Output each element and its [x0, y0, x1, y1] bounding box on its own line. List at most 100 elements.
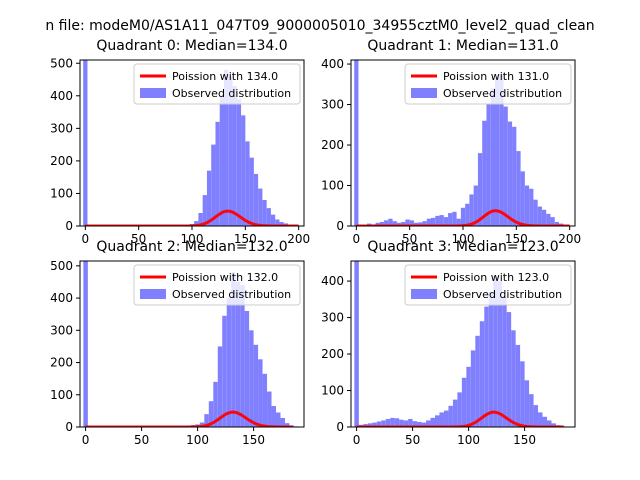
legend-hist-label: Observed distribution	[172, 87, 291, 100]
subplot-title: Quadrant 3: Median=123.0	[367, 239, 558, 255]
legend-poisson-label: Poission with 131.0	[443, 70, 549, 83]
y-tick-label: 300	[321, 311, 344, 325]
hist-bar	[83, 261, 88, 427]
legend-hist-label: Observed distribution	[172, 288, 291, 301]
hist-bar	[267, 391, 272, 427]
hist-bar	[499, 74, 504, 226]
hist-bar	[506, 312, 512, 427]
hist-bar	[249, 157, 254, 226]
hist-bar	[235, 281, 241, 427]
axes-frame	[79, 260, 305, 428]
legend-poisson-label: Poission with 132.0	[172, 271, 278, 284]
legend-box	[404, 264, 572, 306]
hist-bar	[456, 218, 461, 226]
hist-bar	[412, 421, 418, 427]
hist-bar	[477, 153, 483, 226]
hist-bar	[457, 392, 462, 427]
hist-bar	[546, 213, 551, 226]
x-tick-label: 100	[452, 232, 475, 246]
hist-bar	[443, 217, 449, 226]
hist-bar	[396, 222, 402, 226]
y-tick-label: 0	[336, 420, 344, 434]
hist-bar	[417, 421, 422, 427]
hist-bar	[276, 412, 281, 427]
hist-bar	[244, 310, 250, 427]
hist-bar	[206, 170, 212, 226]
hist-bar	[236, 99, 242, 226]
hist-bar	[547, 420, 552, 427]
hist-bar	[271, 406, 276, 427]
hist-bar	[258, 359, 263, 427]
hist-bar	[367, 423, 373, 427]
hist-bar	[475, 335, 480, 427]
hist-bar	[405, 219, 410, 226]
hist-bar	[280, 417, 285, 427]
legend: Poission with 132.0 Observed distribution	[133, 264, 301, 306]
hist-bar	[435, 215, 440, 226]
x-tick-label: 200	[558, 232, 581, 246]
axes-frame	[350, 260, 576, 428]
hist-bar	[409, 220, 414, 226]
subplot-title: Quadrant 0: Median=134.0	[96, 38, 287, 54]
hist-bar	[469, 194, 474, 226]
hist-bar	[452, 211, 457, 226]
hist-bar	[245, 141, 250, 226]
hist-bar	[488, 292, 494, 427]
hist-bar	[541, 209, 547, 226]
hist-bar	[275, 219, 280, 226]
hist-bar	[372, 422, 377, 427]
subplot-quadrant-2: 0 50 100 150 0 100 200 300 400 500 Poission with 1…	[50, 239, 305, 447]
hist-bar	[384, 220, 389, 226]
hist-bar	[495, 78, 500, 226]
y-tick-label: 200	[50, 154, 73, 168]
legend-box	[133, 264, 301, 306]
hist-bar	[219, 95, 224, 226]
x-tick-label: 0	[353, 232, 361, 246]
hist-bar	[385, 418, 391, 427]
y-tick-label: 100	[321, 384, 344, 398]
x-tick-label: 200	[287, 232, 310, 246]
x-tick-label: 0	[82, 232, 90, 246]
hist-bar	[198, 212, 203, 226]
hist-bar	[408, 418, 413, 427]
hist-bar	[533, 405, 539, 427]
hist-bar	[284, 423, 290, 427]
x-tick-label: 0	[82, 433, 90, 447]
hist-bar	[253, 173, 259, 226]
y-tick-label: 0	[65, 420, 73, 434]
hist-bar	[379, 221, 385, 226]
hist-bar	[390, 417, 395, 427]
x-tick-label: 150	[234, 232, 257, 246]
hist-bar	[497, 281, 503, 427]
y-tick-label: 200	[50, 356, 73, 370]
hist-bar	[439, 412, 444, 427]
y-tick-label: 100	[50, 388, 73, 402]
legend-box	[404, 63, 572, 105]
y-tick-label: 100	[50, 186, 73, 200]
y-tick-label: 500	[50, 259, 73, 273]
hist-bar	[524, 380, 530, 427]
y-tick-label: 400	[321, 274, 344, 288]
hist-bar	[279, 222, 284, 226]
x-tick-label: 0	[353, 433, 361, 447]
subplot-quadrant-3: 0 50 100 150 0 100 200 300 400 Poission with 123.…	[321, 239, 576, 447]
hist-bar	[542, 416, 547, 427]
hist-bar	[470, 350, 476, 427]
x-tick-label: 100	[181, 232, 204, 246]
hist-bar	[208, 401, 214, 427]
hist-bar	[515, 344, 521, 427]
y-tick-label: 400	[50, 291, 73, 305]
hist-bar	[426, 218, 431, 226]
hist-bar	[473, 185, 478, 226]
hist-bar	[533, 199, 538, 226]
hist-bar	[421, 422, 427, 427]
y-tick-label: 0	[65, 219, 73, 233]
hist-bar	[482, 120, 487, 226]
hist-bar	[538, 412, 543, 427]
figure-suptitle: n file: modeM0/AS1A11_047T09_9000005010_…	[45, 18, 594, 34]
hist-bar	[537, 206, 542, 226]
hist-bar	[486, 104, 491, 226]
hist-bar	[202, 195, 207, 226]
